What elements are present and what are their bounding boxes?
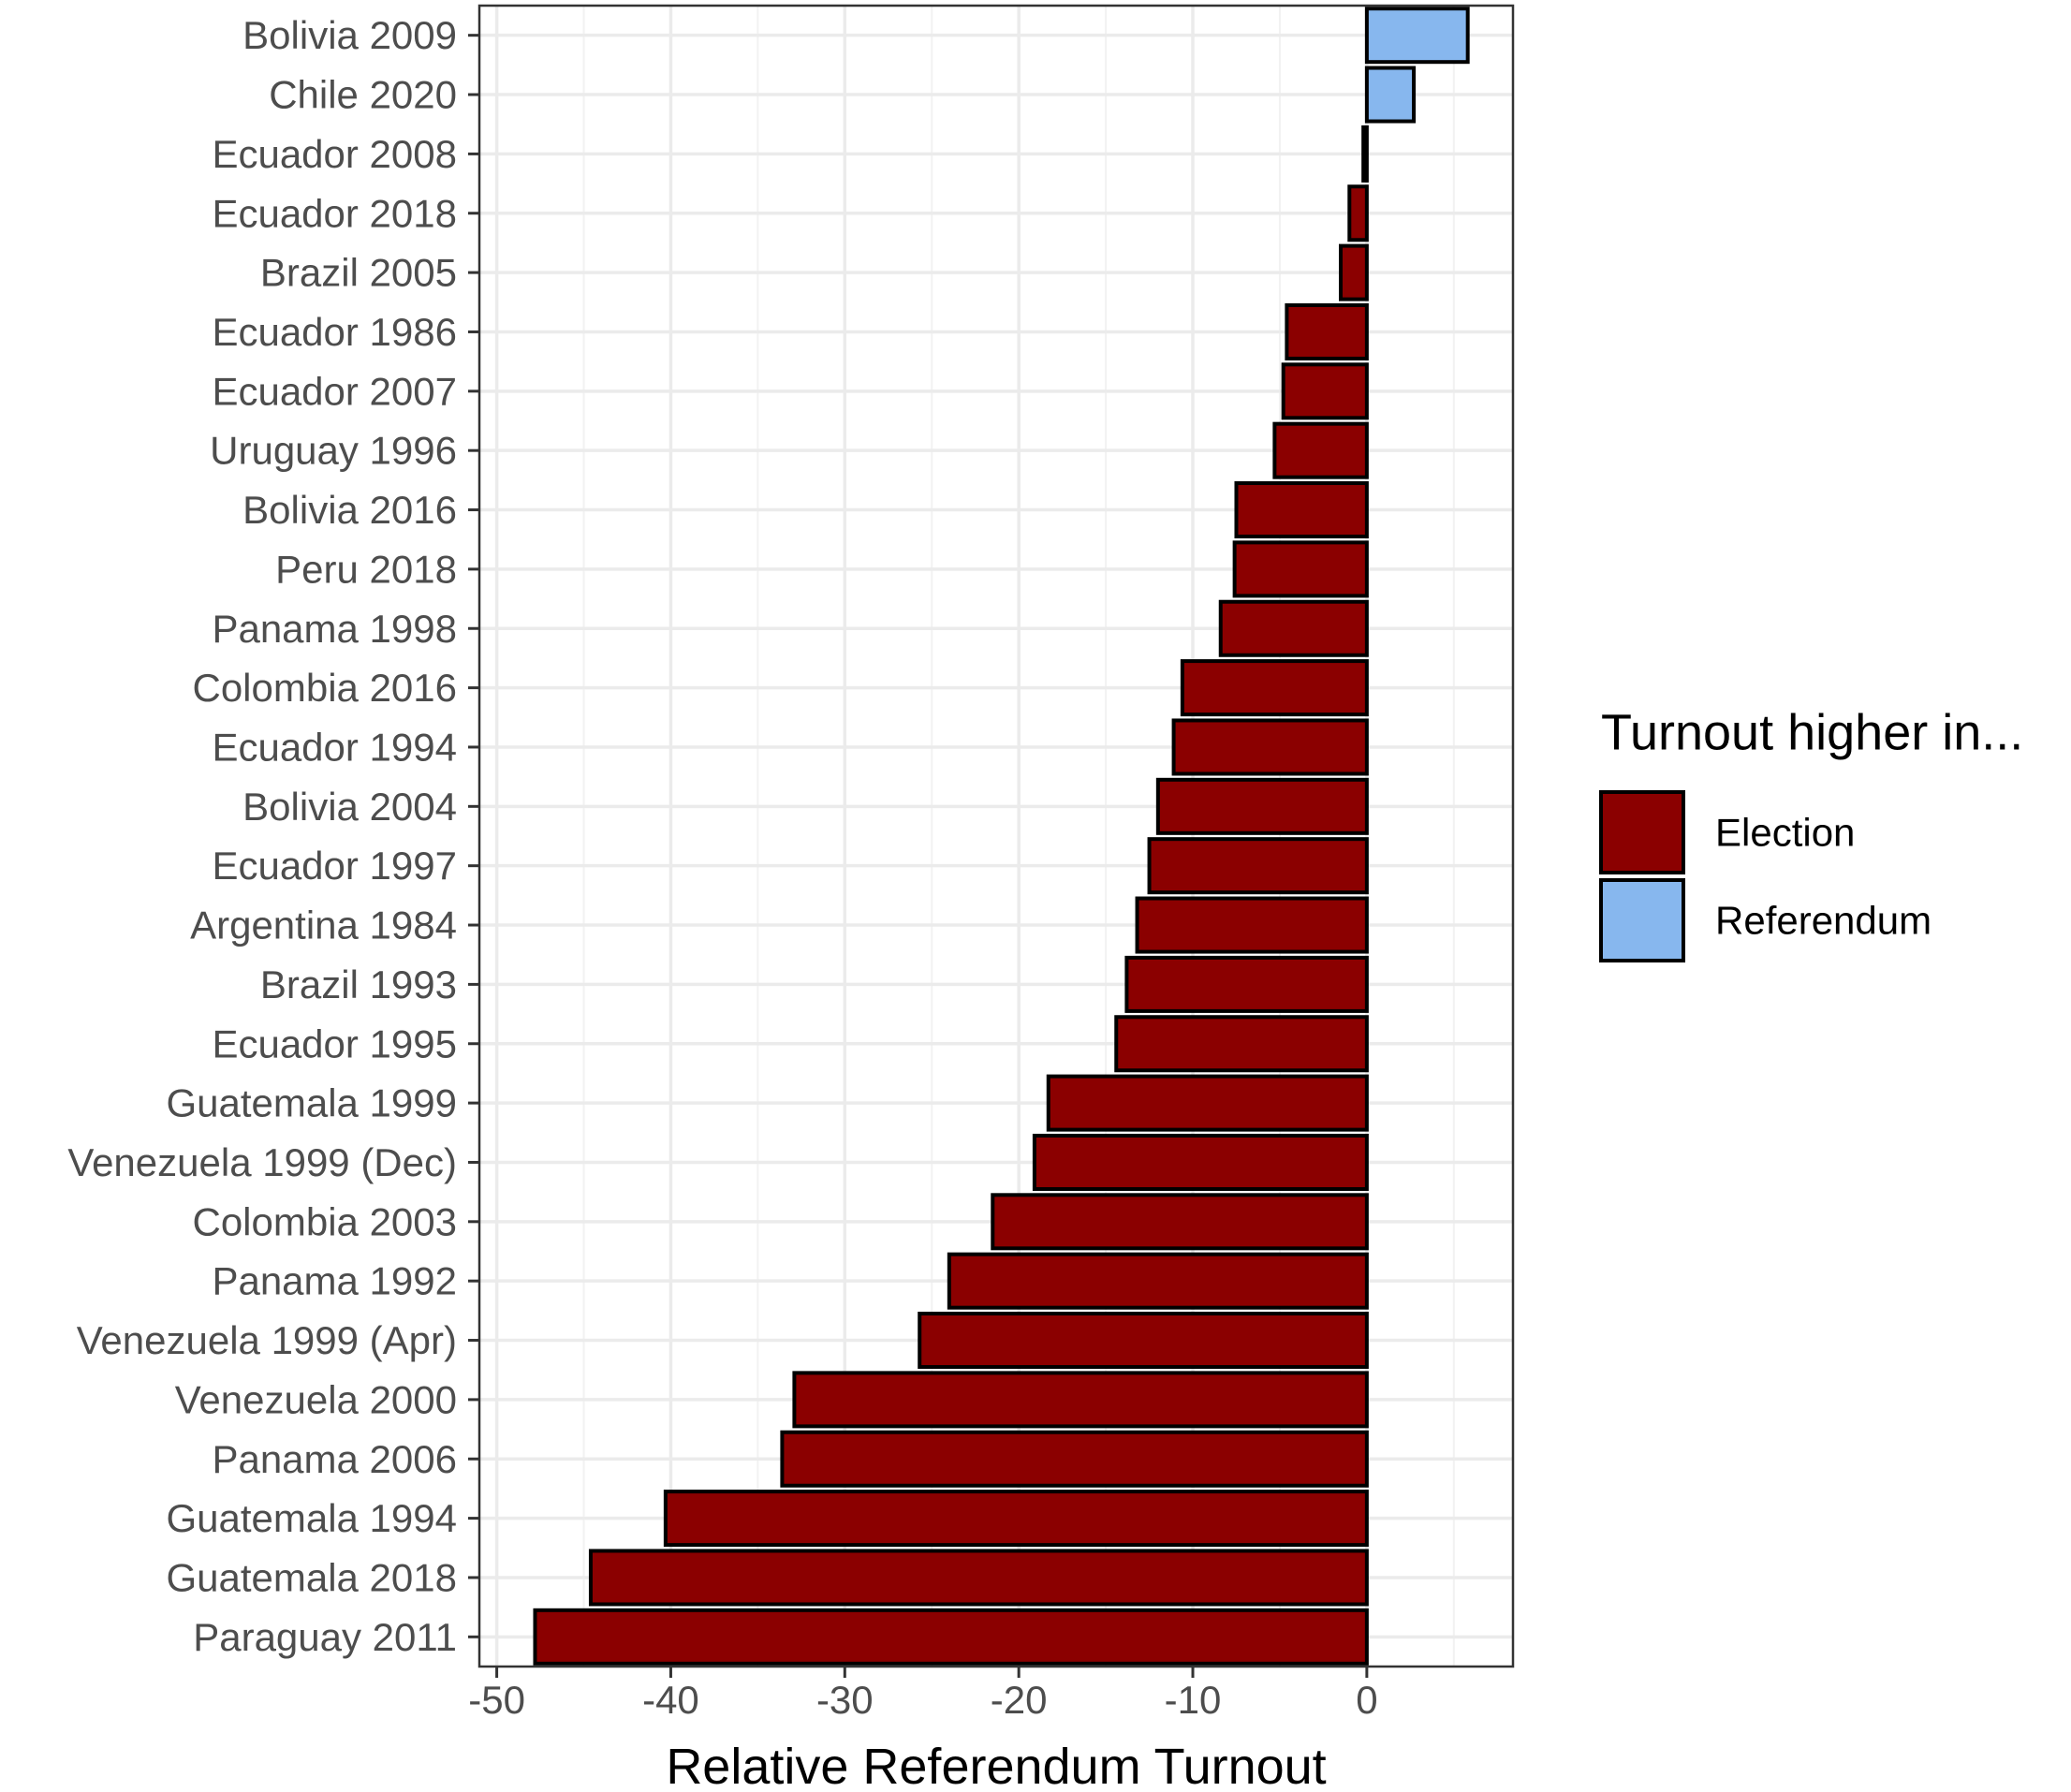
bar-bolivia-2009 [1364, 7, 1470, 65]
x-axis: -50 -40 -30 -20 -10 0 [468, 1667, 1378, 1722]
category-label: Brazil 1993 [260, 962, 457, 1006]
category-label: Guatemala 2018 [166, 1555, 457, 1599]
bars-group [533, 7, 1470, 1666]
bar-ecuador-1995 [1114, 1015, 1369, 1073]
category-label: Ecuador 1986 [212, 310, 457, 354]
category-label: Bolivia 2004 [242, 785, 457, 829]
bar-uruguay-1996 [1272, 421, 1369, 479]
bar-panama-2006 [780, 1430, 1369, 1488]
bar-venezuela-1999-apr [918, 1312, 1369, 1370]
legend-title: Turnout higher in... [1601, 704, 2023, 760]
category-label: Paraguay 2011 [193, 1615, 457, 1659]
bar-panama-1992 [947, 1252, 1369, 1310]
x-tick-label: -30 [816, 1678, 874, 1722]
bar-chile-2020 [1364, 66, 1417, 124]
bar-ecuador-2018 [1347, 184, 1369, 242]
category-label: Colombia 2016 [192, 666, 457, 710]
category-label: Brazil 2005 [260, 251, 457, 295]
legend-label-referendum: Referendum [1715, 899, 1931, 943]
bar-ecuador-1986 [1285, 302, 1369, 360]
category-label: Bolivia 2016 [242, 488, 457, 532]
category-label: Uruguay 1996 [210, 429, 457, 473]
x-tick-label: -20 [991, 1678, 1048, 1722]
bar-bolivia-2004 [1155, 777, 1369, 835]
x-axis-title: Relative Referendum Turnout [666, 1739, 1326, 1792]
category-label: Ecuador 2008 [212, 132, 457, 176]
bar-venezuela-2000 [792, 1371, 1369, 1429]
category-label: Venezuela 2000 [175, 1377, 457, 1421]
category-label: Ecuador 2007 [212, 369, 457, 413]
x-tick-label: 0 [1356, 1678, 1377, 1722]
bar-argentina-1984 [1135, 896, 1369, 954]
category-label: Panama 1998 [212, 607, 457, 651]
category-label: Venezuela 1999 (Dec) [67, 1140, 457, 1184]
category-label: Bolivia 2009 [242, 13, 457, 57]
legend-label-election: Election [1715, 811, 1855, 855]
category-label: Peru 2018 [275, 547, 457, 591]
category-label: Ecuador 2018 [212, 191, 457, 235]
bar-ecuador-1997 [1147, 837, 1369, 895]
legend: Turnout higher in... Election Referendum [1599, 704, 2023, 962]
category-label: Guatemala 1994 [166, 1496, 457, 1540]
bar-brazil-1993 [1124, 955, 1369, 1013]
bar-paraguay-2011 [533, 1608, 1369, 1666]
bar-guatemala-1999 [1046, 1074, 1369, 1132]
plot-panel-border [477, 4, 1515, 1668]
category-label: Panama 2006 [212, 1437, 457, 1481]
bar-venezuela-1999-dec [1032, 1133, 1369, 1191]
bar-peru-2018 [1232, 540, 1369, 598]
bar-guatemala-1994 [663, 1490, 1369, 1548]
bar-colombia-2016 [1180, 659, 1369, 717]
category-label: Ecuador 1997 [212, 844, 457, 888]
category-label: Chile 2020 [269, 73, 457, 117]
legend-key-election [1599, 790, 1685, 874]
bar-ecuador-2008 [1361, 125, 1369, 183]
category-axis: Bolivia 2009 Chile 2020 Ecuador 2008 Ecuado… [67, 13, 479, 1659]
bar-bolivia-2016 [1234, 481, 1369, 539]
bar-brazil-2005 [1339, 243, 1369, 301]
category-label: Guatemala 1999 [166, 1081, 457, 1125]
bar-guatemala-2018 [588, 1549, 1369, 1607]
category-label: Ecuador 1995 [212, 1021, 457, 1065]
bar-ecuador-1994 [1171, 718, 1369, 776]
category-label: Colombia 2003 [192, 1199, 457, 1243]
x-tick-label: -10 [1165, 1678, 1222, 1722]
bar-panama-1998 [1218, 599, 1369, 657]
category-label: Panama 1992 [212, 1259, 457, 1303]
category-label: Ecuador 1994 [212, 725, 457, 769]
bar-ecuador-2007 [1281, 362, 1369, 420]
category-label: Argentina 1984 [190, 903, 457, 947]
x-tick-label: -50 [468, 1678, 525, 1722]
legend-key-referendum [1599, 878, 1685, 962]
bar-colombia-2003 [991, 1193, 1369, 1251]
x-tick-label: -40 [642, 1678, 699, 1722]
category-label: Venezuela 1999 (Apr) [77, 1318, 457, 1362]
